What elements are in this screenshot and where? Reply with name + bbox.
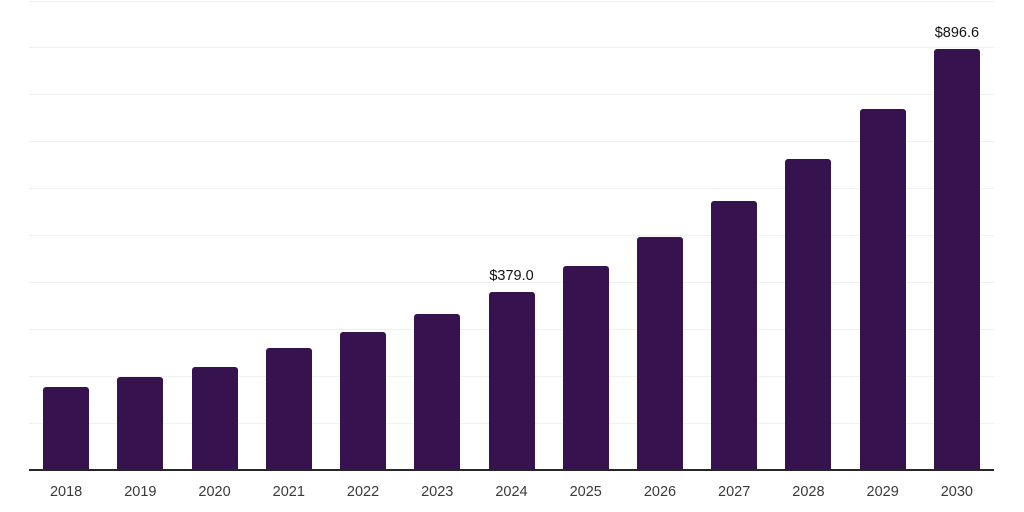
x-tick-label-2026: 2026 xyxy=(643,484,677,500)
bar-2024 xyxy=(488,292,535,470)
bar-2030 xyxy=(933,49,980,470)
x-axis-line xyxy=(29,469,994,471)
bar-2026 xyxy=(636,237,683,470)
x-tick-label-2025: 2025 xyxy=(569,484,602,500)
bar-2018 xyxy=(43,387,90,470)
gridline-500 xyxy=(29,235,994,237)
x-tick-label-2023: 2023 xyxy=(421,484,454,500)
value-label-2024: $379.0 xyxy=(489,268,534,285)
x-tick-label-2024: 2024 xyxy=(495,484,528,500)
bar-2028 xyxy=(785,159,832,470)
gridline-700 xyxy=(29,141,994,143)
gridline-800 xyxy=(29,94,994,96)
bar-2025 xyxy=(562,266,609,470)
bar-2023 xyxy=(414,314,461,470)
gridline-600 xyxy=(29,188,994,190)
bar-2029 xyxy=(859,109,906,470)
bar-2019 xyxy=(117,377,164,470)
bar-2021 xyxy=(265,348,312,470)
gridline-900 xyxy=(29,47,994,49)
bar-2027 xyxy=(711,201,758,470)
x-tick-label-2022: 2022 xyxy=(346,484,380,500)
x-tick-label-2028: 2028 xyxy=(792,484,825,500)
x-tick-label-2029: 2029 xyxy=(866,484,899,500)
bar-2020 xyxy=(191,366,238,470)
x-tick-label-2018: 2018 xyxy=(49,484,83,500)
bar-2022 xyxy=(340,332,387,470)
x-tick-label-2020: 2020 xyxy=(198,484,231,500)
gridline-400 xyxy=(29,282,994,284)
gridline-1000 xyxy=(29,0,994,2)
x-tick-label-2019: 2019 xyxy=(124,484,157,500)
value-label-2030: $896.6 xyxy=(934,25,980,42)
x-tick-label-2021: 2021 xyxy=(272,484,305,500)
x-tick-label-2030: 2030 xyxy=(940,484,973,500)
x-tick-label-2027: 2027 xyxy=(718,484,751,500)
